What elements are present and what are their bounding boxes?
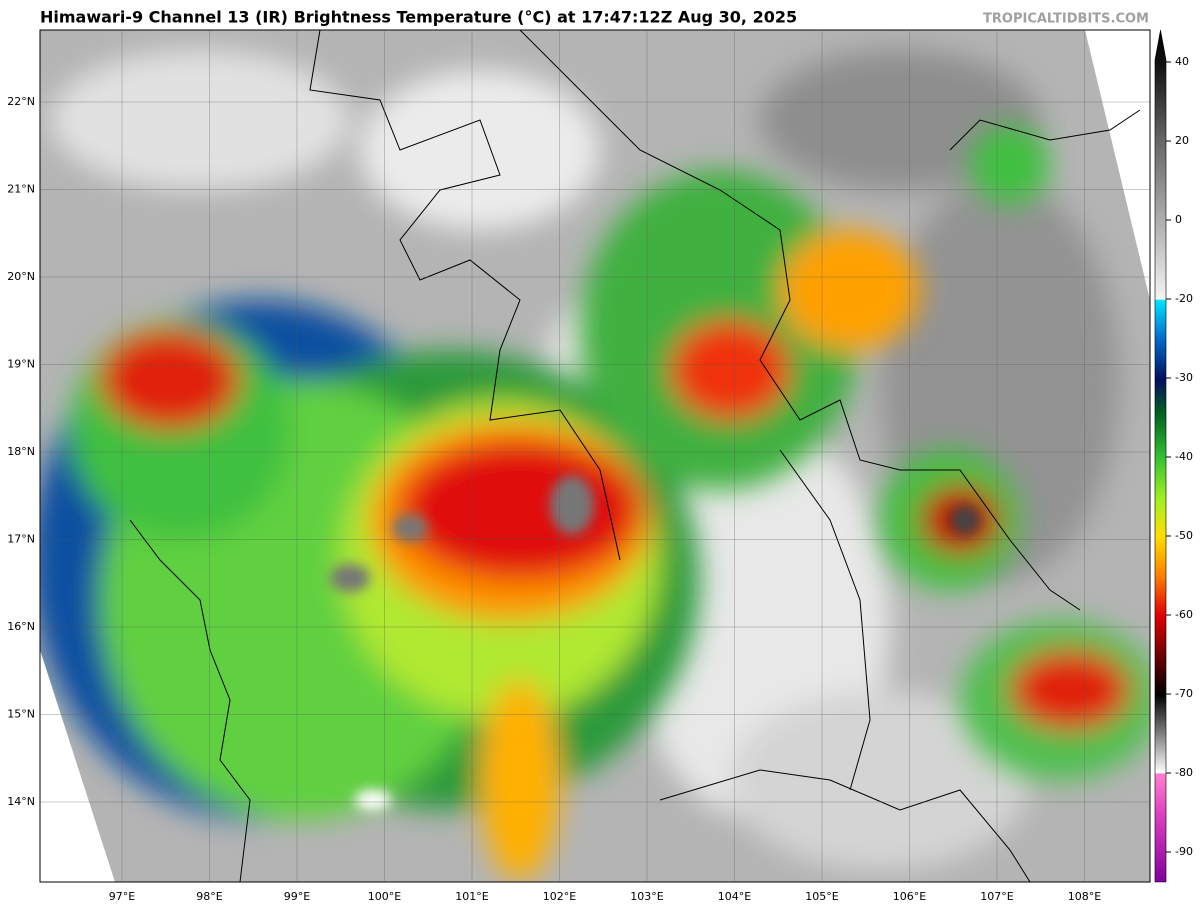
longitude-label: 104°E [718,890,751,903]
colorbar-tick-label: -80 [1175,766,1193,779]
longitude-label: 108°E [1068,890,1101,903]
colorbar-tick-label: 0 [1175,213,1182,226]
longitude-label: 106°E [893,890,926,903]
longitude-label: 101°E [455,890,488,903]
latitude-label: 16°N [7,620,35,633]
colorbar [1154,29,1167,883]
colorbar-tick-label: 20 [1175,134,1189,147]
colorbar-tick-label: 40 [1175,55,1189,68]
longitude-label: 102°E [543,890,576,903]
longitude-label: 98°E [196,890,222,903]
credit: TROPICALTIDBITS.COM [983,12,1149,27]
latitude-label: 17°N [7,533,35,546]
latitude-label: 19°N [7,358,35,371]
longitude-label: 100°E [368,890,401,903]
longitude-label: 105°E [805,890,838,903]
longitude-label: 99°E [284,890,310,903]
latitude-label: 14°N [7,795,35,808]
satellite-image [40,30,1150,882]
title: Himawari-9 Channel 13 (IR) Brightness Te… [40,8,797,27]
graticule [40,30,1150,882]
colorbar-tick-label: -40 [1175,450,1193,463]
longitude-label: 103°E [630,890,663,903]
longitude-label: 107°E [980,890,1013,903]
latitude-label: 20°N [7,270,35,283]
colorbar-tick-label: -60 [1175,608,1193,621]
colorbar-tick-label: -20 [1175,292,1193,305]
colorbar-tick-label: -30 [1175,371,1193,384]
longitude-label: 97°E [109,890,135,903]
colorbar-tick-label: -90 [1175,845,1193,858]
latitude-label: 15°N [7,708,35,721]
latitude-label: 21°N [7,183,35,196]
latitude-label: 18°N [7,445,35,458]
colorbar-tick-label: -50 [1175,529,1193,542]
colorbar-tick-label: -70 [1175,687,1193,700]
latitude-label: 22°N [7,95,35,108]
map-frame [39,29,1151,883]
